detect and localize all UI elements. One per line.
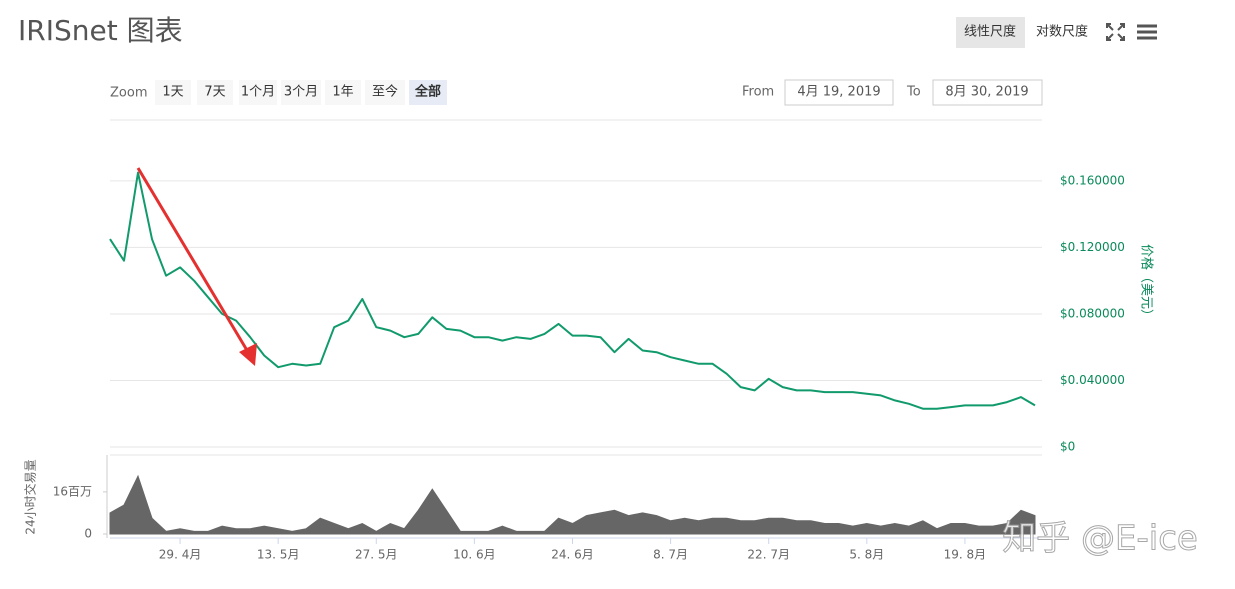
menu-icon[interactable] <box>1137 24 1157 40</box>
from-value[interactable]: 4月 19, 2019 <box>797 85 880 100</box>
zoom-button-bg[interactable] <box>155 80 191 105</box>
to-input[interactable] <box>932 79 1043 106</box>
zoom-button-bg[interactable] <box>197 80 233 105</box>
x-tick-label: 19. 8月 <box>944 548 987 562</box>
x-tick-label: 5. 8月 <box>849 548 884 562</box>
y-axis-title: 价格（美元） <box>1139 244 1155 322</box>
zoom-button[interactable]: 至今 <box>372 84 398 100</box>
to-label: To <box>906 85 921 100</box>
zoom-button-bg[interactable] <box>281 80 321 105</box>
page-title: IRISnet 图表 <box>18 14 183 47</box>
y2-tick-label: 0 <box>84 527 92 541</box>
zoom-button[interactable]: 1年 <box>332 85 353 100</box>
zoom-label: Zoom <box>110 86 147 101</box>
scale-button[interactable]: 线性尺度 <box>964 24 1016 40</box>
x-tick-label: 24. 6月 <box>551 548 594 562</box>
price-line <box>109 171 1036 410</box>
y2-tick-label: 16百万 <box>53 484 92 498</box>
y-tick-label: $0 <box>1060 440 1075 454</box>
x-tick-label: 8. 7月 <box>653 548 688 562</box>
y2-axis-title: 24小时交易量 <box>23 459 38 534</box>
zoom-button-bg[interactable] <box>239 80 277 105</box>
from-label: From <box>742 85 774 100</box>
volume-area <box>109 474 1036 535</box>
zoom-button-bg[interactable] <box>365 80 405 105</box>
x-tick-label: 22. 7月 <box>747 548 790 562</box>
zoom-button-bg[interactable] <box>409 80 447 105</box>
watermark: 知乎 @E-ice <box>1002 519 1198 559</box>
y-tick-label: $0.160000 <box>1060 173 1125 187</box>
y-tick-label: $0.120000 <box>1060 240 1125 254</box>
zoom-button[interactable]: 3个月 <box>284 85 318 100</box>
from-input[interactable] <box>784 79 894 106</box>
y-tick-label: $0.040000 <box>1060 373 1125 387</box>
x-tick-label: 10. 6月 <box>453 548 496 562</box>
annotation-arrowhead <box>239 343 257 366</box>
x-tick-label: 29. 4月 <box>159 548 202 562</box>
to-value[interactable]: 8月 30, 2019 <box>945 85 1028 100</box>
zoom-button[interactable]: 全部 <box>414 84 441 100</box>
annotation-arrow <box>136 167 250 353</box>
zoom-button[interactable]: 1天 <box>162 85 183 100</box>
zoom-button-bg[interactable] <box>325 80 361 105</box>
scale-button-bg[interactable] <box>956 17 1025 48</box>
y-tick-label: $0.080000 <box>1060 306 1125 320</box>
scale-button[interactable]: 对数尺度 <box>1036 24 1088 40</box>
x-tick-label: 13. 5月 <box>257 548 300 562</box>
x-tick-label: 27. 5月 <box>355 548 398 562</box>
fullscreen-icon[interactable] <box>1106 23 1125 41</box>
zoom-button[interactable]: 1个月 <box>241 85 275 100</box>
zoom-button[interactable]: 7天 <box>204 85 225 100</box>
